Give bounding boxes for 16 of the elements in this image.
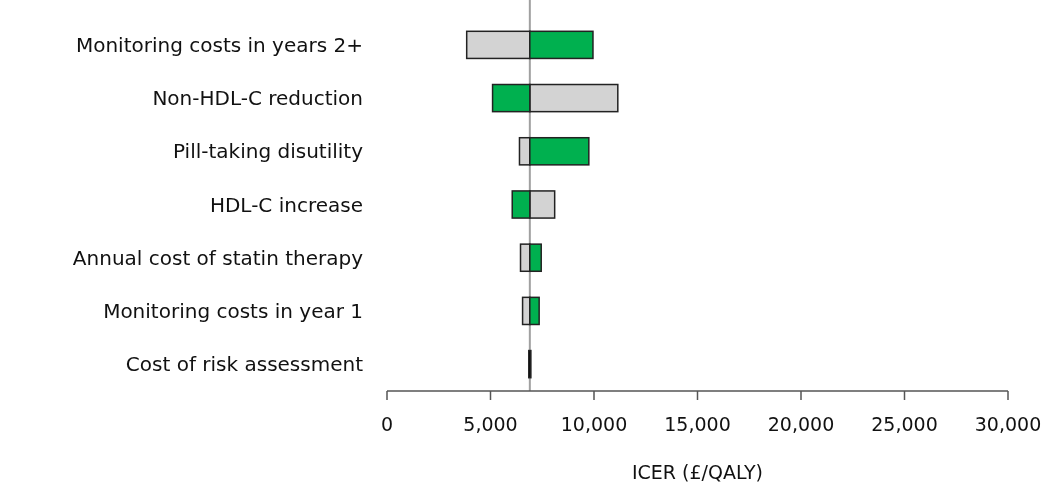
y-tick-label: Monitoring costs in years 2+ [75,32,363,57]
x-tick-label: 5,000 [463,413,518,435]
x-tick-label: 20,000 [767,413,835,435]
y-tick-label: Non-HDL-C reduction [152,86,363,111]
x-axis-title: ICER (£/QALY) [631,461,764,483]
x-tick-label: 25,000 [871,413,938,435]
bar [528,349,532,379]
x-tick-label: 30,000 [974,413,1042,435]
y-tick-label: Monitoring costs in year 1 [103,298,363,323]
y-tick-label: Annual cost of statin therapy [72,245,364,270]
y-tick-label: HDL-C increase [209,192,363,217]
x-tick-label: 15,000 [664,413,731,435]
y-tick-label: Cost of risk assessment [125,352,364,377]
x-tick-label: 0 [380,413,394,435]
x-tick-label: 10,000 [560,413,628,435]
y-tick-label: Pill-taking disutility [172,139,364,164]
